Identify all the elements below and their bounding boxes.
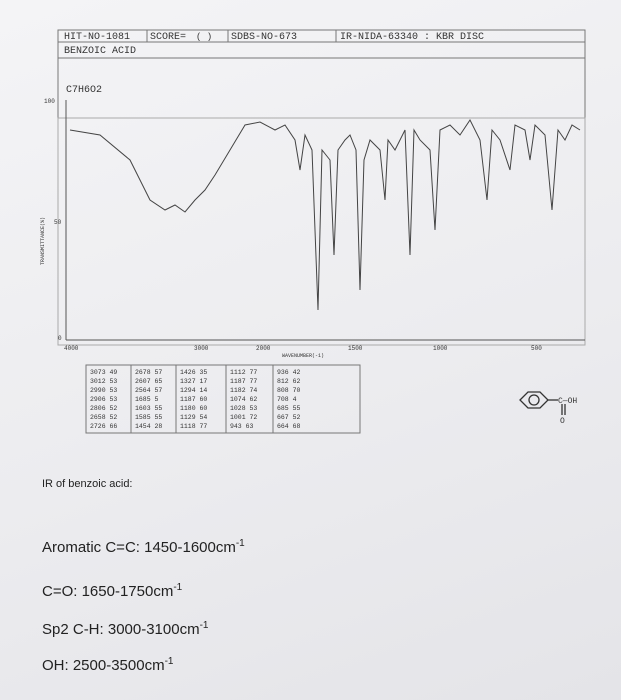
x-tick: 2000 [256, 345, 271, 352]
peak-entry: 708 4 [277, 396, 297, 403]
peak-entry: 808 70 [277, 387, 301, 394]
peak-entry: 936 42 [277, 369, 301, 376]
peak-entry: 2726 66 [90, 423, 117, 430]
note-text: Aromatic C=C: 1450-1600cm [42, 539, 236, 556]
peak-entry: 1294 14 [180, 387, 207, 394]
x-tick: 3000 [194, 345, 209, 352]
peak-entry: 1585 55 [135, 414, 162, 421]
peak-entry: 1001 72 [230, 414, 257, 421]
peak-entry: 2678 57 [135, 369, 162, 376]
peak-entry: 2806 52 [90, 405, 117, 412]
peak-entry: 2607 65 [135, 378, 162, 385]
peak-entry: 1187 60 [180, 396, 207, 403]
x-label: WAVENUMBER(-1) [282, 353, 324, 359]
peak-entry: 1327 17 [180, 378, 207, 385]
compound: BENZOIC ACID [64, 46, 136, 57]
header-box [57, 29, 586, 119]
x-tick: 1500 [348, 345, 363, 352]
peak-entry: 1118 77 [180, 423, 207, 430]
note-unit-exponent: -1 [199, 620, 209, 631]
benzene-ring [519, 391, 566, 415]
note-unit-exponent: -1 [235, 538, 245, 549]
peak-entry: 1129 54 [180, 414, 207, 421]
note-unit-exponent: -1 [173, 582, 183, 593]
peak-entry: 3073 49 [90, 369, 117, 376]
x-tick: 4000 [64, 345, 79, 352]
peak-entry: 1182 74 [230, 387, 257, 394]
sdbs-no: SDBS-NO-673 [231, 32, 297, 43]
plot-frame [57, 117, 586, 346]
note: Aromatic C=C: 1450-1600cm-1 [42, 538, 245, 556]
ir-no: IR-NIDA-63340 : KBR DISC [340, 32, 484, 43]
peak-entry: 1454 28 [135, 423, 162, 430]
peak-entry: 2564 57 [135, 387, 162, 394]
score: SCORE= [150, 32, 186, 43]
x-tick: 500 [531, 345, 542, 352]
peak-entry: 2658 52 [90, 414, 117, 421]
note-text: C=O: 1650-1750cm [42, 583, 174, 600]
peak-entry: 667 52 [277, 414, 301, 421]
peak-entry: 1028 53 [230, 405, 257, 412]
peak-entry: 1426 35 [180, 369, 207, 376]
peak-entry: 1112 77 [230, 369, 257, 376]
x-tick: 1000 [433, 345, 448, 352]
peak-entry: 2906 53 [90, 396, 117, 403]
peak-entry: 1685 5 [135, 396, 159, 403]
peak-entry: 2990 53 [90, 387, 117, 394]
y-tick: 0 [58, 335, 62, 342]
carboxyl-label: C—OH [558, 397, 577, 406]
peak-entry: 1187 77 [230, 378, 257, 385]
note-text: OH: 2500-3500cm [42, 657, 165, 674]
hit-no: HIT-NO-1081 [64, 32, 130, 43]
peak-entry: 1180 60 [180, 405, 207, 412]
peak-entry: 685 55 [277, 405, 301, 412]
oxygen-label: O [560, 417, 565, 426]
peak-entry: 664 68 [277, 423, 301, 430]
peak-entry: 812 62 [277, 378, 301, 385]
y-tick: 100 [44, 98, 55, 105]
note-text: Sp2 C-H: 3000-3100cm [42, 621, 200, 638]
notes-title: IR of benzoic acid: [42, 478, 133, 490]
peak-entry: 1603 55 [135, 405, 162, 412]
score-value: ( ) [196, 32, 212, 42]
peak-table: 3073 49 3012 53 2990 53 2906 53 2806 52 2658 … [90, 369, 301, 430]
peak-entry: 1074 62 [230, 396, 257, 403]
note: Sp2 C-H: 3000-3100cm-1 [42, 620, 209, 638]
spectrum-sheet: HIT-NO-1081 SCORE= ( ) SDBS-NO-673 IR-NI… [40, 29, 586, 434]
spectrum-curve [69, 119, 581, 311]
formula: C7H6O2 [66, 85, 102, 96]
peak-table-box [85, 364, 361, 434]
note-unit-exponent: -1 [164, 656, 174, 667]
peak-entry: 3012 53 [90, 378, 117, 385]
y-label: TRANSMITTANCE(%) [40, 217, 46, 265]
note: C=O: 1650-1750cm-1 [42, 582, 182, 600]
y-tick: 50 [54, 219, 62, 226]
peak-entry: 943 63 [230, 423, 254, 430]
note: OH: 2500-3500cm-1 [42, 656, 173, 674]
